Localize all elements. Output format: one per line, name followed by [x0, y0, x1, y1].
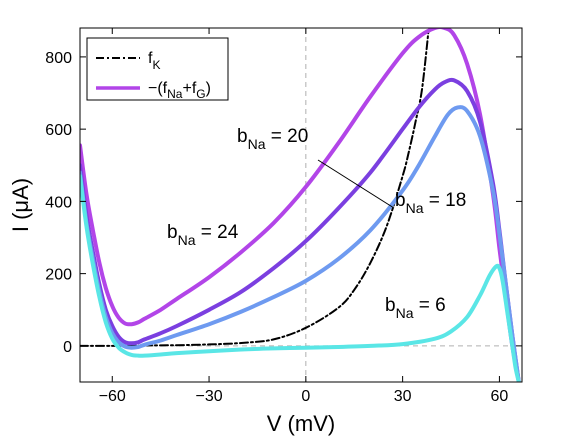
series-line-1: [80, 28, 521, 382]
series-layer: [80, 28, 521, 382]
legend-label-fna: −(fNa+fG): [148, 80, 211, 101]
y-tick-label: 800: [45, 50, 72, 67]
legend-label-fk: fK: [148, 50, 160, 72]
y-tick-label: 600: [45, 122, 72, 139]
plot-frame: [79, 27, 523, 383]
series-line-3: [80, 105, 521, 382]
x-tick-label: −30: [195, 388, 222, 405]
x-tick-label: −60: [99, 388, 126, 405]
y-tick-label: 0: [63, 339, 72, 356]
annotation-bna-24: bNa = 24: [167, 222, 239, 248]
annotation-bna-20: bNa = 20: [237, 126, 308, 152]
y-tick-label: 200: [45, 267, 72, 284]
series-line-4: [80, 174, 521, 382]
annotation-bna-18: bNa = 18: [395, 190, 466, 216]
series-line-0: [80, 30, 430, 347]
x-tick-label: 30: [394, 388, 412, 405]
legend: fK −(fNa+fG): [86, 37, 229, 101]
y-axis-title: I (μA): [8, 178, 33, 232]
x-axis-title: V (mV): [267, 411, 335, 436]
annotation-leader-line: [317, 159, 395, 209]
annotation-bna-6: bNa = 6: [385, 295, 446, 321]
x-tick-label: 60: [491, 388, 509, 405]
y-tick-label: 400: [45, 194, 72, 211]
x-tick-label: 0: [301, 388, 310, 405]
series-line-2: [80, 77, 521, 382]
